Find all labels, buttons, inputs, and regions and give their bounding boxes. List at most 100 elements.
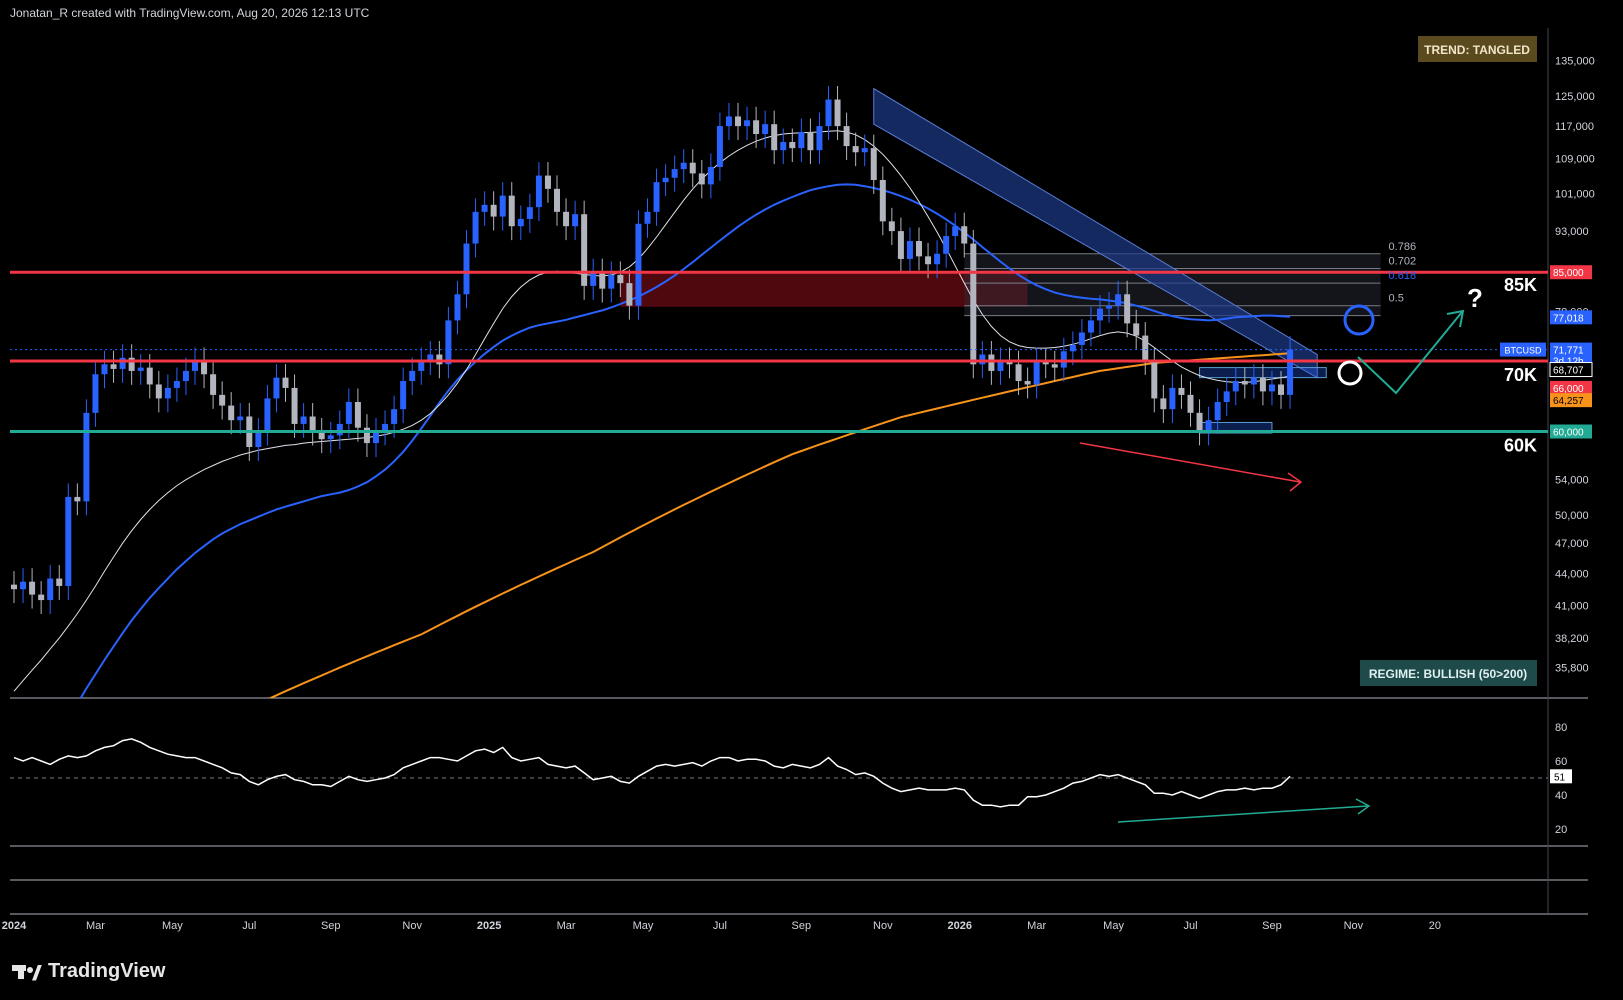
candle[interactable] [192, 347, 198, 385]
candle[interactable] [1187, 381, 1194, 427]
candle[interactable] [1106, 292, 1113, 323]
candle[interactable] [1278, 370, 1284, 409]
candle[interactable] [825, 86, 832, 141]
candle[interactable] [418, 347, 425, 385]
candle[interactable] [400, 367, 407, 424]
candle[interactable] [861, 134, 868, 167]
candle[interactable] [1133, 309, 1140, 350]
candle[interactable] [744, 106, 751, 141]
candle[interactable] [463, 230, 470, 309]
candle[interactable] [65, 483, 72, 600]
candle[interactable] [626, 269, 633, 320]
candle[interactable] [83, 399, 90, 516]
candle[interactable] [554, 175, 560, 226]
candle[interactable] [472, 198, 479, 258]
candle[interactable] [517, 205, 524, 241]
candle[interactable] [481, 191, 488, 226]
candle[interactable] [897, 217, 904, 273]
candle[interactable] [834, 86, 841, 141]
candle[interactable] [182, 357, 189, 395]
candle[interactable] [780, 128, 787, 165]
candle[interactable] [490, 191, 497, 231]
candle[interactable] [762, 110, 769, 148]
candle[interactable] [771, 110, 778, 165]
candle[interactable] [137, 354, 144, 385]
candle[interactable] [1033, 347, 1040, 399]
candle[interactable] [110, 350, 117, 383]
candle[interactable] [653, 168, 660, 226]
candle[interactable] [382, 410, 389, 446]
candle[interactable] [255, 417, 262, 461]
candle[interactable] [870, 134, 877, 194]
candle[interactable] [508, 182, 515, 241]
candle[interactable] [363, 414, 370, 458]
candle[interactable] [237, 402, 244, 435]
candle[interactable] [544, 162, 551, 203]
candle[interactable] [164, 374, 171, 413]
candle[interactable] [961, 212, 968, 258]
candle[interactable] [1160, 384, 1167, 424]
candle[interactable] [1097, 295, 1103, 335]
candle[interactable] [282, 364, 289, 402]
candle[interactable] [318, 417, 325, 454]
candle[interactable] [716, 112, 723, 181]
candle[interactable] [1142, 322, 1149, 375]
candle[interactable] [952, 212, 959, 250]
candle[interactable] [563, 198, 570, 241]
candle[interactable] [309, 402, 316, 446]
candle[interactable] [445, 306, 452, 379]
candle[interactable] [128, 344, 135, 385]
candle[interactable] [1115, 280, 1122, 320]
candle[interactable] [454, 280, 461, 335]
tradingview-logo[interactable]: TradingView [12, 960, 165, 983]
candle[interactable] [155, 370, 162, 413]
candle[interactable] [1015, 350, 1022, 395]
candle[interactable] [707, 153, 714, 199]
candle[interactable] [617, 261, 624, 298]
candle[interactable] [1223, 377, 1230, 416]
candle[interactable] [1287, 336, 1294, 409]
candle[interactable] [916, 227, 922, 271]
candle[interactable] [101, 350, 108, 389]
candle[interactable] [219, 381, 226, 420]
candle[interactable] [1087, 306, 1094, 347]
candle[interactable] [1078, 319, 1085, 359]
candle[interactable] [201, 347, 208, 389]
candle[interactable] [526, 193, 533, 233]
candle[interactable] [1232, 367, 1239, 406]
candle[interactable] [843, 112, 850, 161]
candle[interactable] [119, 344, 126, 383]
candle[interactable] [1178, 374, 1185, 409]
candle[interactable] [29, 568, 36, 609]
candle[interactable] [1051, 350, 1058, 382]
candle[interactable] [988, 341, 995, 385]
candle[interactable] [888, 207, 895, 246]
candle[interactable] [735, 102, 741, 141]
candle[interactable] [11, 571, 17, 604]
candle[interactable] [1124, 280, 1131, 338]
candle[interactable] [409, 357, 416, 395]
candle[interactable] [228, 392, 235, 435]
candle[interactable] [74, 483, 81, 516]
candle[interactable] [345, 388, 352, 438]
candle[interactable] [798, 118, 805, 163]
candle[interactable] [92, 360, 99, 427]
candle[interactable] [997, 347, 1004, 385]
candle[interactable] [210, 360, 217, 409]
candle[interactable] [373, 417, 379, 458]
candle[interactable] [572, 200, 579, 241]
candle[interactable] [680, 149, 687, 184]
candle[interactable] [816, 112, 823, 165]
candle[interactable] [1268, 370, 1275, 406]
candle[interactable] [1042, 347, 1049, 379]
candle[interactable] [47, 565, 54, 615]
candle[interactable] [291, 374, 298, 438]
candle[interactable] [1006, 347, 1013, 379]
candle[interactable] [943, 222, 950, 268]
candle[interactable] [879, 166, 886, 236]
candle[interactable] [535, 162, 542, 222]
candle[interactable] [56, 565, 63, 600]
candle[interactable] [1214, 388, 1221, 435]
candle[interactable] [38, 581, 45, 615]
candle[interactable] [1241, 367, 1248, 399]
